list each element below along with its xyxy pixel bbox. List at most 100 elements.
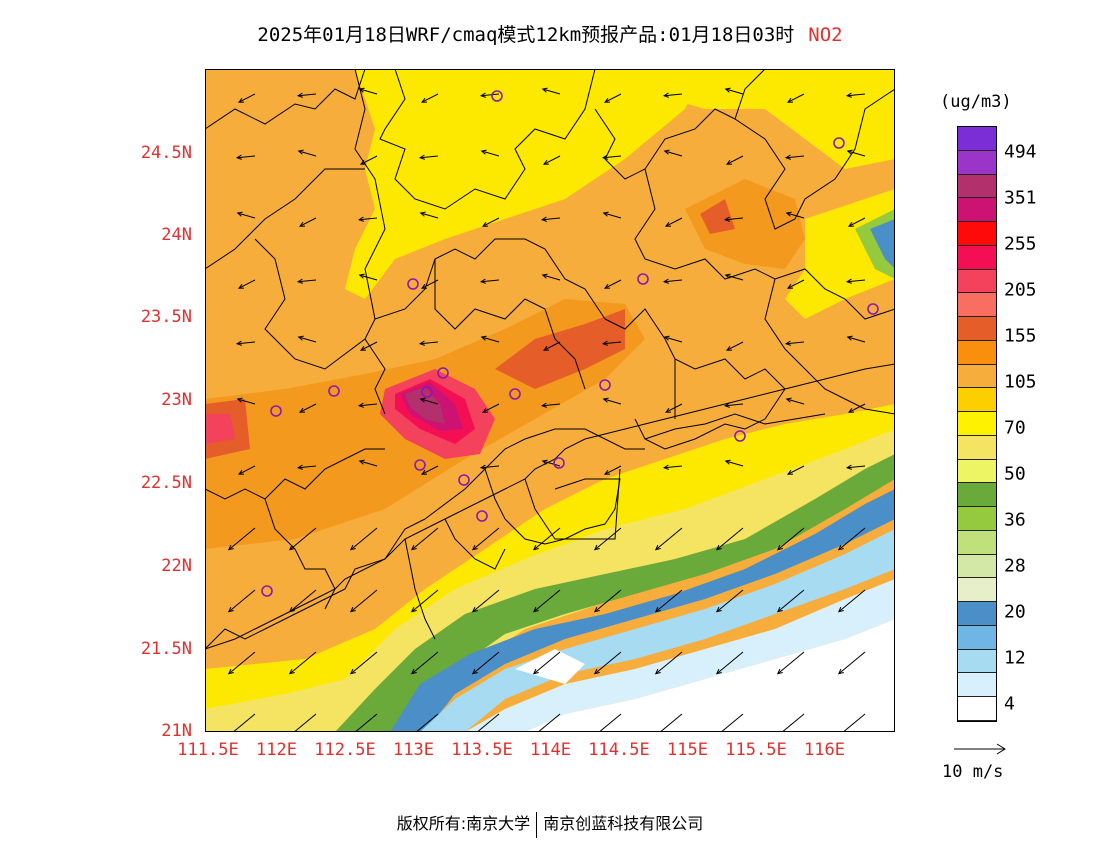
wind-arrow-icon [787,465,805,475]
colorbar-segment [958,198,996,223]
wind-arrow-icon [533,527,561,551]
wind-arrow-icon [848,403,866,413]
wind-arrow-icon [360,341,378,351]
wind-arrow-head [776,544,783,551]
wind-arrow-head [715,544,722,551]
wind-arrow-head [715,606,722,613]
wind-arrow-icon [777,651,805,675]
wind-arrow-icon [228,651,256,675]
wind-arrow-head [601,154,608,160]
wind-arrow-head [296,278,303,284]
wind-arrow-head [357,402,364,408]
circle-marker-icon [437,367,449,379]
wind-arrow-icon [420,341,439,345]
wind-arrow-head [723,402,730,408]
wind-arrow-icon [655,527,683,551]
light-blue-band [465,579,895,732]
colorbar-segment [958,269,996,294]
x-tick-label: 112E [256,740,297,760]
wind-arrow-icon [786,341,805,345]
northeast-yellow-region [565,69,895,169]
wind-arrow-head [602,211,609,217]
circle-marker-icon [414,459,426,471]
wind-arrow-icon [725,403,744,407]
wind-arrow-head [654,544,661,551]
wind-arrow-icon [350,651,378,675]
green-coastal-band [335,454,895,732]
wind-arrow-icon [359,460,378,467]
wind-arrow-head [603,97,611,103]
wind-arrow-head [541,273,548,279]
colorbar-label: 70 [1004,417,1026,439]
deep-blue-band [390,489,895,732]
wind-arrow-icon [228,589,256,613]
circle-marker-icon [458,474,470,486]
colorbar-label: 255 [1004,233,1037,255]
wind-arrow-icon [664,93,683,97]
wind-arrow-icon [482,217,500,227]
east-yellow-region [785,189,895,319]
wind-arrow-head [349,668,356,675]
species-label: NO2 [808,24,843,46]
circle-marker-icon [553,457,565,469]
wind-arrow-head [654,606,661,613]
wind-arrow-icon [716,527,744,551]
wind-arrow-icon [350,589,378,613]
wind-arrow-head [784,340,791,346]
wind-arrow-icon [359,403,378,407]
north-yellow-region [345,69,705,299]
wind-arrow-head [235,154,242,160]
legend-units: (ug/m3) [940,92,1012,112]
circle-marker-icon [476,510,488,522]
wind-arrow-head [298,407,306,413]
colorbar-segment [958,293,996,318]
wind-arrow-head [237,469,245,475]
wind-arrow-head [654,668,661,675]
wind-arrow-head [593,606,600,613]
wind-arrow-icon [842,713,866,732]
mid-blue-band [420,529,895,732]
colorbar-segment [958,364,996,389]
wind-arrow-icon [289,589,317,613]
wind-arrow-icon [787,279,805,289]
wind-arrow-icon [603,398,622,405]
wind-arrow-head [541,459,548,465]
wind-arrow-head [471,606,478,613]
wind-arrow-icon [228,527,256,551]
wind-arrow-icon [421,279,439,289]
wind-arrow-head [724,87,731,93]
wind-arrow-icon [481,465,500,469]
wind-arrow-icon [604,465,622,475]
wind-arrow-head [603,469,611,475]
wind-arrow-head [846,335,853,341]
wind-arrow-head [845,464,852,470]
wind-arrow-icon [847,93,866,97]
wind-arrow-head [419,397,426,403]
colorbar-label: 36 [1004,509,1026,531]
colorbar-segment [958,697,996,721]
wind-arrow-icon [298,336,317,343]
wind-arrow-head [725,159,733,165]
wind-vector-field [227,87,866,732]
wind-arrow-icon [603,341,622,345]
wind-arrow-head [532,668,539,675]
wind-arrow-head [837,544,844,551]
wind-arrow-icon [665,403,683,413]
wind-arrow-head [296,464,303,470]
wind-arrow-icon [359,217,378,221]
x-tick-label: 116E [804,740,845,760]
y-tick-label: 22.5N [140,473,192,493]
x-tick-label: 111.5E [177,740,239,760]
y-tick-label: 23N [161,390,192,410]
colorbar-segment [958,388,996,413]
wind-arrow-head [540,402,547,408]
wind-arrow-head [724,273,731,279]
wind-arrow-icon [726,155,744,165]
wind-arrow-head [663,149,670,155]
wind-arrow-icon [847,336,866,343]
colorbar-segment [958,673,996,698]
ne-orange-hotspot [685,179,805,269]
y-tick-label: 23.5N [140,307,192,327]
wind-arrow-icon [298,279,317,283]
footer-separator [536,811,538,838]
